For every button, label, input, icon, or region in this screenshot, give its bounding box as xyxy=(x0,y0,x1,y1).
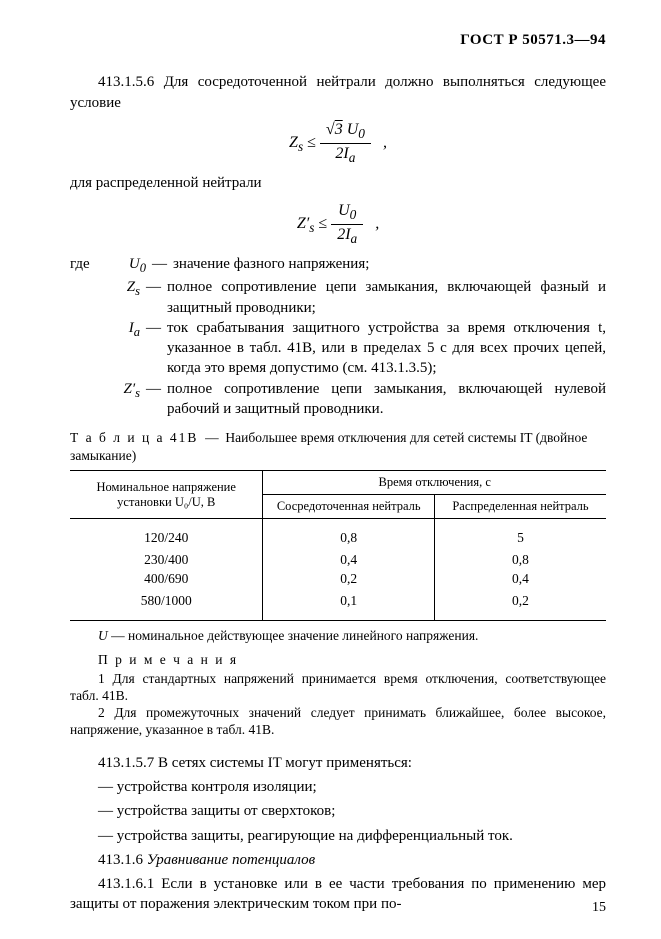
fraction: √3 U0 2Ia xyxy=(320,121,371,166)
clause-num: 413.1.6.1 xyxy=(98,876,154,892)
op: ≤ xyxy=(318,215,327,232)
cell: 0,8 xyxy=(263,519,435,552)
comma: , xyxy=(375,215,379,232)
def-text: полное сопротивление цепи замыкания, вкл… xyxy=(167,277,606,318)
def-text: значение фазного напряжения; xyxy=(173,254,606,277)
list-item-1: — устройства контроля изоляции; xyxy=(70,777,606,797)
clause-text: В сетях системы IT могут применяться: xyxy=(158,755,412,771)
comma: , xyxy=(383,134,387,151)
cell: 400/690 xyxy=(70,570,263,588)
cell: 580/1000 xyxy=(70,588,263,621)
cell: 0,2 xyxy=(263,570,435,588)
paragraph-41316: 413.1.6 Уравнивание потенциалов xyxy=(70,850,606,870)
def-text: ток срабатывания защитного устройства за… xyxy=(167,318,606,379)
cell: 120/240 xyxy=(70,519,263,552)
cell: 0,2 xyxy=(434,588,606,621)
cell: 230/400 xyxy=(70,551,263,569)
notes-title: П р и м е ч а н и я xyxy=(70,651,606,669)
cell: 0,8 xyxy=(434,551,606,569)
col1-header: Номинальное напряжение установки U₀/U, В xyxy=(70,471,263,519)
lhs: Z′s xyxy=(297,215,315,232)
formula-2: Z′s ≤ U0 2Ia , xyxy=(70,202,606,247)
def-lead: где xyxy=(70,254,110,277)
clause-title: Уравнивание потенциалов xyxy=(147,852,315,868)
footnote-text: — номинальное действующее значение линей… xyxy=(108,628,479,643)
col3-header: Распределенная нейтраль xyxy=(434,495,606,519)
footnote-sym: U xyxy=(98,628,108,643)
paragraph-distributed: для распределенной нейтрали xyxy=(70,173,606,193)
fraction: U0 2Ia xyxy=(331,202,363,247)
list-item-3: — устройства защиты, реагирующие на дифф… xyxy=(70,826,606,846)
def-sym: Zs xyxy=(70,277,146,318)
definitions: где U0 — значение фазного напряжения; Zs… xyxy=(70,254,606,419)
list-item-2: — устройства защиты от сверхтоков; xyxy=(70,801,606,821)
clause-num: 413.1.6 xyxy=(98,852,143,868)
cell: 0,1 xyxy=(263,588,435,621)
paragraph-413156: 413.1.5.6 Для сосредоточенной нейтрали д… xyxy=(70,72,606,113)
def-text: полное сопротивление цепи замыкания, вкл… xyxy=(167,379,606,420)
table-caption: Т а б л и ц а 41В — Наибольшее время отк… xyxy=(70,429,606,464)
note-1: 1 Для стандартных напряжений принимается… xyxy=(70,671,606,705)
lhs: Zs xyxy=(289,134,303,151)
formula-1: Zs ≤ √3 U0 2Ia , xyxy=(70,121,606,166)
op: ≤ xyxy=(307,134,316,151)
col23-header: Время отключения, с xyxy=(263,471,606,495)
page-number: 15 xyxy=(592,900,606,916)
paragraph-413157: 413.1.5.7 В сетях системы IT могут приме… xyxy=(70,753,606,773)
table-footnote: U — номинальное действующее значение лин… xyxy=(70,627,606,645)
cell: 5 xyxy=(434,519,606,552)
table-41v: Номинальное напряжение установки U₀/U, В… xyxy=(70,470,606,621)
def-sym: Z′s xyxy=(70,379,146,420)
def-sym: U0 xyxy=(110,254,152,277)
caption-lead: Т а б л и ц а 41В xyxy=(70,430,198,445)
def-sym: Ia xyxy=(70,318,146,379)
clause-num: 413.1.5.7 xyxy=(98,755,154,771)
clause-num: 413.1.5.6 xyxy=(98,74,154,90)
cell: 0,4 xyxy=(263,551,435,569)
paragraph-413161: 413.1.6.1 Если в установке или в ее част… xyxy=(70,874,606,915)
note-2: 2 Для промежуточных значений следует при… xyxy=(70,705,606,739)
standard-header: ГОСТ Р 50571.3—94 xyxy=(70,30,606,50)
col2-header: Сосредоточенная нейтраль xyxy=(263,495,435,519)
cell: 0,4 xyxy=(434,570,606,588)
